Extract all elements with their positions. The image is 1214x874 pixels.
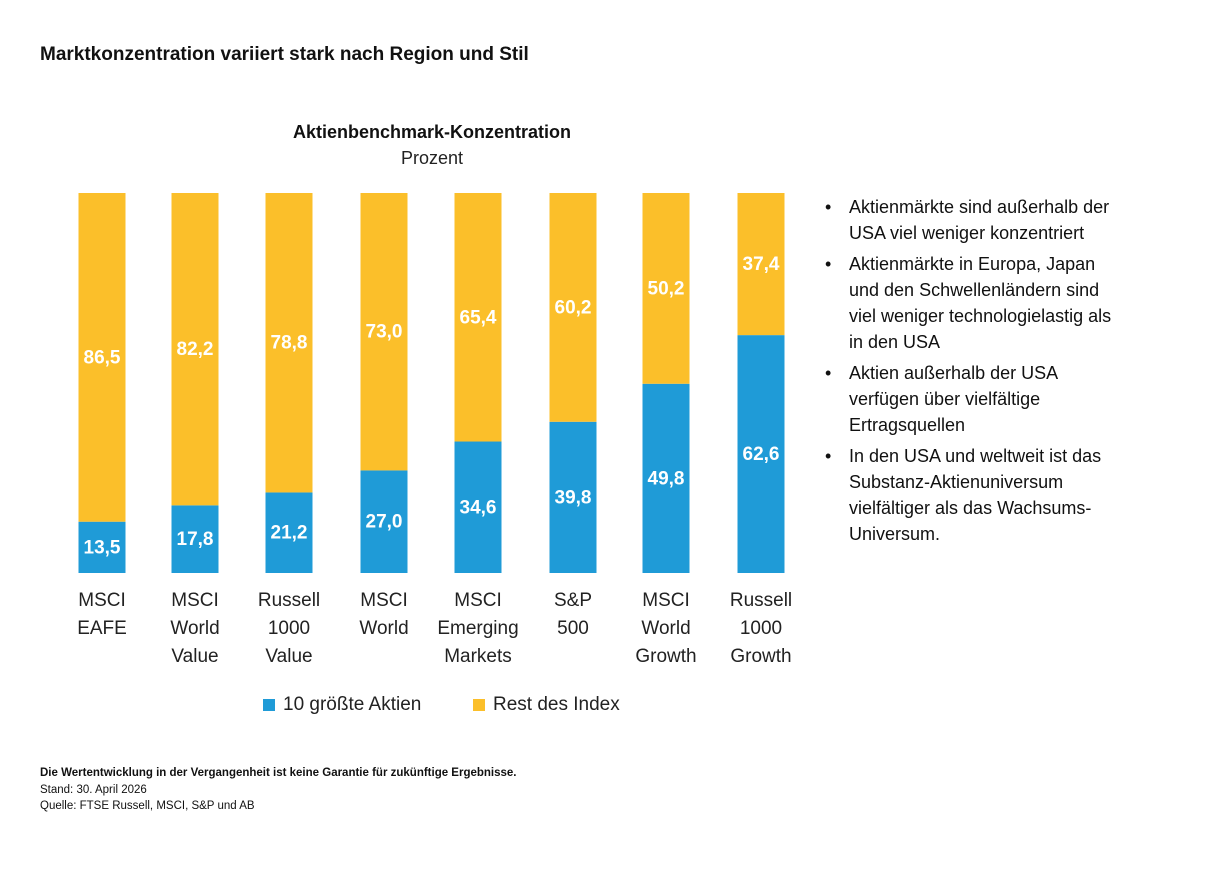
value-label: 17,8: [177, 529, 214, 550]
x-tick-label: Value: [265, 646, 312, 667]
bullet: Aktienmärkte sind außerhalb der USA viel…: [825, 194, 1125, 246]
bar-segment: [360, 470, 408, 573]
x-tick-label: Russell: [730, 590, 792, 611]
value-label: 49,8: [648, 468, 685, 489]
value-label: 82,2: [177, 339, 214, 360]
bar-segment: [78, 193, 126, 522]
bar-segment: [171, 193, 219, 506]
value-label: 34,6: [460, 497, 497, 518]
x-tick-label: MSCI: [454, 590, 502, 611]
value-label: 21,2: [271, 523, 308, 544]
bar-segment: [360, 193, 408, 471]
legend-label: 10 größte Aktien: [283, 694, 421, 715]
footnote: Stand: 30. April 2026: [40, 783, 147, 796]
chart-subtitle: Prozent: [401, 148, 463, 168]
x-tick-label: World: [641, 618, 690, 639]
bar-segment: [265, 492, 313, 573]
x-tick-label: S&P: [554, 590, 592, 611]
value-label: 78,8: [271, 333, 308, 354]
bullet-list: Aktienmärkte sind außerhalb der USA viel…: [825, 194, 1125, 552]
x-tick-label: EAFE: [77, 618, 127, 639]
x-tick-label: World: [359, 618, 408, 639]
value-label: 65,4: [460, 307, 497, 328]
legend-label: Rest des Index: [493, 694, 620, 715]
bullet: Aktienmärkte in Europa, Japan und den Sc…: [825, 251, 1125, 355]
value-label: 50,2: [648, 278, 685, 299]
bar-segment: [171, 505, 219, 573]
value-label: 62,6: [743, 444, 780, 465]
value-label: 60,2: [555, 297, 592, 318]
x-tick-label: Markets: [444, 646, 512, 667]
x-tick-label: 1000: [740, 618, 782, 639]
value-label: 39,8: [555, 487, 592, 508]
bullet: In den USA und weltweit ist das Substanz…: [825, 443, 1125, 547]
x-tick-label: MSCI: [360, 590, 408, 611]
x-tick-label: MSCI: [642, 590, 690, 611]
legend-swatch: [473, 699, 485, 711]
bar-segment: [737, 335, 785, 573]
value-label: 27,0: [366, 512, 403, 533]
bar-segment: [642, 193, 690, 384]
value-label: 73,0: [366, 322, 403, 343]
x-tick-label: World: [170, 618, 219, 639]
bar-segment: [549, 193, 597, 422]
value-label: 13,5: [84, 537, 121, 558]
x-tick-label: 500: [557, 618, 589, 639]
bar-segment: [549, 421, 597, 573]
x-tick-label: Value: [171, 646, 218, 667]
bar-segment: [642, 383, 690, 573]
footer: Die Wertentwicklung in der Vergangenheit…: [40, 765, 517, 815]
bar-segment: [265, 193, 313, 493]
bar-segment: [454, 441, 502, 573]
x-tick-label: Growth: [635, 646, 696, 667]
x-tick-label: 1000: [268, 618, 310, 639]
bar-segment: [737, 193, 785, 336]
x-tick-label: Emerging: [437, 618, 518, 639]
x-tick-label: Russell: [258, 590, 320, 611]
bar-segment: [454, 193, 502, 442]
x-tick-label: Growth: [730, 646, 791, 667]
bar-segment: [78, 521, 126, 573]
footnote: Quelle: FTSE Russell, MSCI, S&P und AB: [40, 800, 255, 812]
x-tick-label: MSCI: [78, 590, 126, 611]
value-label: 86,5: [84, 347, 121, 368]
page-title: Marktkonzentration variiert stark nach R…: [40, 44, 529, 65]
legend-swatch: [263, 699, 275, 711]
bullet: Aktien außerhalb der USA verfügen über v…: [825, 360, 1125, 438]
footnote: Die Wertentwicklung in der Vergangenheit…: [40, 767, 517, 779]
value-label: 37,4: [743, 254, 780, 275]
x-tick-label: MSCI: [171, 590, 219, 611]
chart-title: Aktienbenchmark-Konzentration: [293, 122, 571, 142]
